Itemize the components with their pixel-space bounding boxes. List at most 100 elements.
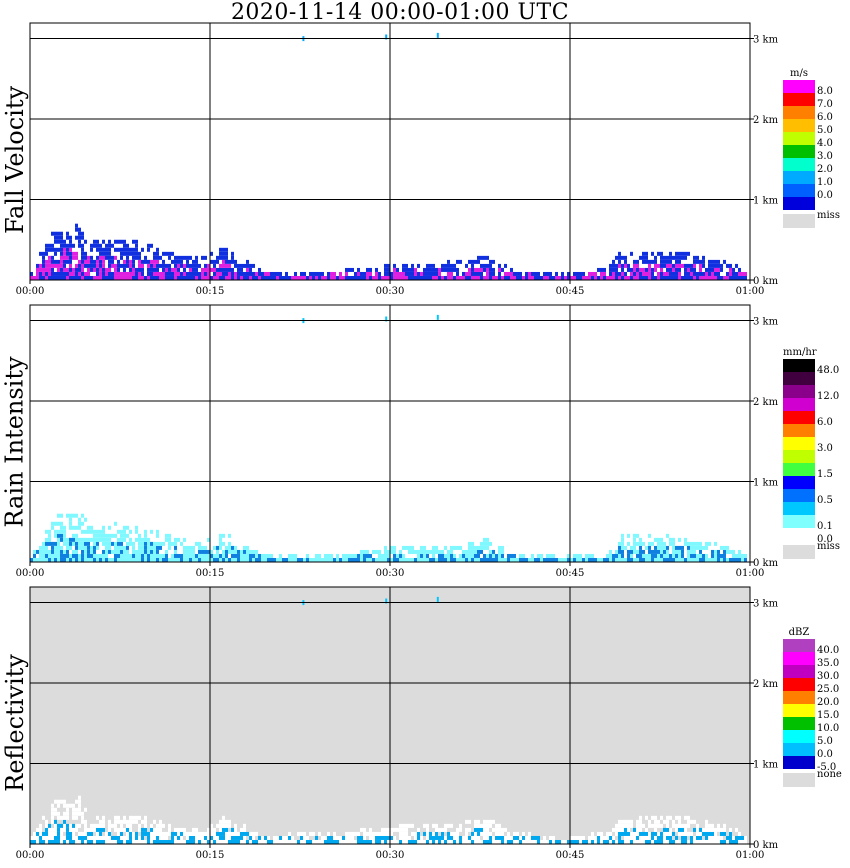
- echo-cell: [147, 835, 150, 840]
- echo-cell: [642, 267, 645, 272]
- echo-cell: [480, 831, 483, 836]
- echo-cell: [678, 545, 681, 550]
- echo-cell: [279, 553, 282, 558]
- echo-cell: [48, 529, 51, 534]
- echo-cell: [117, 840, 120, 844]
- echo-cell: [72, 537, 75, 542]
- echo-cell: [459, 558, 462, 562]
- echo-cell: [396, 827, 399, 832]
- echo-cell: [75, 811, 78, 816]
- echo-cell: [594, 276, 597, 280]
- echo-cell: [582, 276, 585, 280]
- echo-cell: [630, 549, 633, 554]
- echo-cell: [366, 831, 369, 836]
- echo-cell: [36, 840, 39, 844]
- echo-cell: [54, 819, 57, 824]
- echo-cell: [63, 525, 66, 530]
- echo-cell: [312, 840, 315, 844]
- legend-swatch: [783, 639, 815, 652]
- echo-cell: [198, 840, 201, 844]
- echo-cell: [696, 271, 699, 276]
- echo-cell: [591, 835, 594, 840]
- echo-cell: [435, 545, 438, 550]
- echo-cell: [72, 513, 75, 518]
- echo-cell: [99, 537, 102, 542]
- echo-cell: [477, 545, 480, 550]
- echo-cell: [657, 276, 660, 280]
- echo-cell: [354, 553, 357, 558]
- echo-cell: [141, 259, 144, 264]
- echo-cell: [258, 276, 261, 280]
- echo-cell: [45, 835, 48, 840]
- echo-cell: [696, 823, 699, 828]
- echo-cell: [144, 259, 147, 264]
- echo-cell: [699, 840, 702, 844]
- echo-cell: [360, 553, 363, 558]
- echo-cell: [726, 835, 729, 840]
- echo-cell: [387, 549, 390, 554]
- echo-cell: [513, 271, 516, 276]
- echo-cell: [153, 819, 156, 824]
- echo-cell: [147, 545, 150, 550]
- echo-cell: [717, 558, 720, 562]
- echo-cell: [723, 831, 726, 836]
- echo-cell: [81, 271, 84, 276]
- echo-cell: [120, 541, 123, 546]
- echo-cell: [639, 267, 642, 272]
- echo-cell: [186, 553, 189, 558]
- legend-swatch: [783, 197, 815, 210]
- echo-cell: [666, 267, 669, 272]
- echo-cell: [48, 537, 51, 542]
- echo-cell: [96, 533, 99, 538]
- echo-cell: [432, 840, 435, 844]
- echo-cell: [615, 840, 618, 844]
- echo-cell: [177, 259, 180, 264]
- echo-cell: [135, 819, 138, 824]
- echo-cell: [348, 276, 351, 280]
- echo-cell: [300, 840, 303, 844]
- echo-cell: [129, 251, 132, 256]
- echo-cell: [189, 255, 192, 260]
- echo-cell: [129, 271, 132, 276]
- legend-entry: 3.0: [783, 437, 845, 454]
- echo-cell: [438, 840, 441, 844]
- echo-cell: [477, 255, 480, 260]
- echo-cell: [90, 525, 93, 530]
- echo-cell: [105, 541, 108, 546]
- echo-cell: [273, 835, 276, 840]
- echo-cell: [549, 835, 552, 840]
- echo-cell: [72, 533, 75, 538]
- legend-label: 0.0: [817, 190, 833, 201]
- echo-cell: [126, 276, 129, 280]
- echo-cell: [168, 267, 171, 272]
- echo-cell: [204, 549, 207, 554]
- echo-cell: [600, 558, 603, 562]
- echo-cell: [165, 840, 168, 844]
- legend-entry: 30.0: [783, 665, 845, 682]
- echo-cell: [423, 840, 426, 844]
- echo-cell: [627, 835, 630, 840]
- echo-cell: [189, 835, 192, 840]
- echo-cell: [123, 553, 126, 558]
- echo-cell: [591, 558, 594, 562]
- echo-cell: [186, 840, 189, 844]
- echo-cell: [366, 271, 369, 276]
- echo-cell: [663, 558, 666, 562]
- echo-cell: [228, 271, 231, 276]
- echo-cell: [135, 271, 138, 276]
- echo-cell: [651, 835, 654, 840]
- echo-cell: [225, 259, 228, 264]
- echo-cell: [630, 251, 633, 256]
- echo-cell: [60, 259, 63, 264]
- echo-cell: [729, 840, 732, 844]
- echo-cell: [222, 823, 225, 828]
- echo-cell: [87, 835, 90, 840]
- echo-cell: [198, 835, 201, 840]
- echo-cell: [426, 840, 429, 844]
- echo-cell: [723, 545, 726, 550]
- echo-cell: [486, 819, 489, 824]
- echo-cell: [627, 533, 630, 538]
- legend-swatch: [783, 450, 815, 463]
- echo-cell: [66, 243, 69, 248]
- echo-cell: [447, 823, 450, 828]
